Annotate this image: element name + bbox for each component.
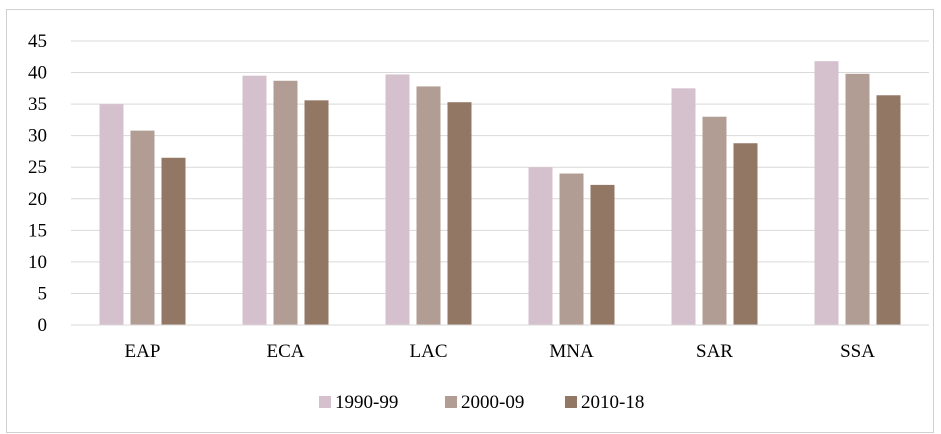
x-category-label: MNA	[549, 341, 594, 362]
bar-eca-2000-09	[273, 80, 298, 325]
y-tick-label: 5	[38, 283, 48, 304]
bar-eap-2000-09	[130, 130, 155, 325]
legend-item-2010-18: 2010-18	[565, 392, 644, 413]
bar-sar-1990-99	[671, 88, 696, 325]
legend-swatch	[445, 396, 457, 408]
legend: 1990-99 2000-09 2010-18	[319, 392, 644, 413]
chart-frame: 0 5 10 15 20 25 30 35 40 45 EAP ECA LAC MNA SAR SSA 19…	[6, 9, 934, 433]
y-tick-label: 15	[28, 220, 47, 241]
bar-chart: 0 5 10 15 20 25 30 35 40 45 EAP ECA LAC MNA SAR SSA 19…	[28, 31, 929, 413]
x-category-label: SSA	[840, 341, 875, 362]
legend-item-1990-99: 1990-99	[319, 392, 398, 413]
y-axis-ticks: 0 5 10 15 20 25 30 35 40 45	[28, 31, 47, 336]
x-category-label: ECA	[267, 341, 305, 362]
legend-label: 1990-99	[335, 392, 398, 413]
y-tick-label: 45	[28, 31, 47, 52]
y-tick-label: 20	[28, 189, 47, 210]
x-category-label: SAR	[696, 341, 733, 362]
y-tick-label: 10	[28, 252, 47, 273]
grid-lines	[71, 40, 929, 294]
y-tick-label: 0	[38, 315, 48, 336]
x-category-label: LAC	[410, 341, 448, 362]
bar-sar-2000-09	[702, 116, 727, 325]
legend-swatch	[565, 396, 577, 408]
bar-lac-2010-18	[447, 102, 472, 326]
y-tick-label: 25	[28, 157, 47, 178]
y-tick-label: 30	[28, 126, 47, 147]
y-tick-label: 35	[28, 94, 47, 115]
bar-eap-2010-18	[161, 157, 186, 325]
bar-sar-2010-18	[733, 143, 758, 325]
bar-mna-1990-99	[528, 167, 553, 325]
bar-eca-1990-99	[242, 75, 267, 325]
bar-eca-2010-18	[304, 100, 329, 325]
bar-mna-2000-09	[559, 173, 584, 325]
bar-lac-2000-09	[416, 86, 441, 325]
bar-ssa-1990-99	[814, 61, 839, 325]
legend-swatch	[319, 396, 331, 408]
legend-label: 2010-18	[581, 392, 644, 413]
bar-eap-1990-99	[99, 104, 124, 325]
legend-item-2000-09: 2000-09	[445, 392, 524, 413]
bar-ssa-2000-09	[845, 73, 870, 325]
x-category-label: EAP	[125, 341, 161, 362]
bar-mna-2010-18	[590, 184, 615, 325]
y-tick-label: 40	[28, 63, 47, 84]
bar-ssa-2010-18	[876, 95, 901, 325]
x-axis-categories: EAP ECA LAC MNA SAR SSA	[125, 341, 876, 362]
legend-label: 2000-09	[461, 392, 524, 413]
bar-lac-1990-99	[385, 74, 410, 326]
bars	[99, 61, 901, 326]
